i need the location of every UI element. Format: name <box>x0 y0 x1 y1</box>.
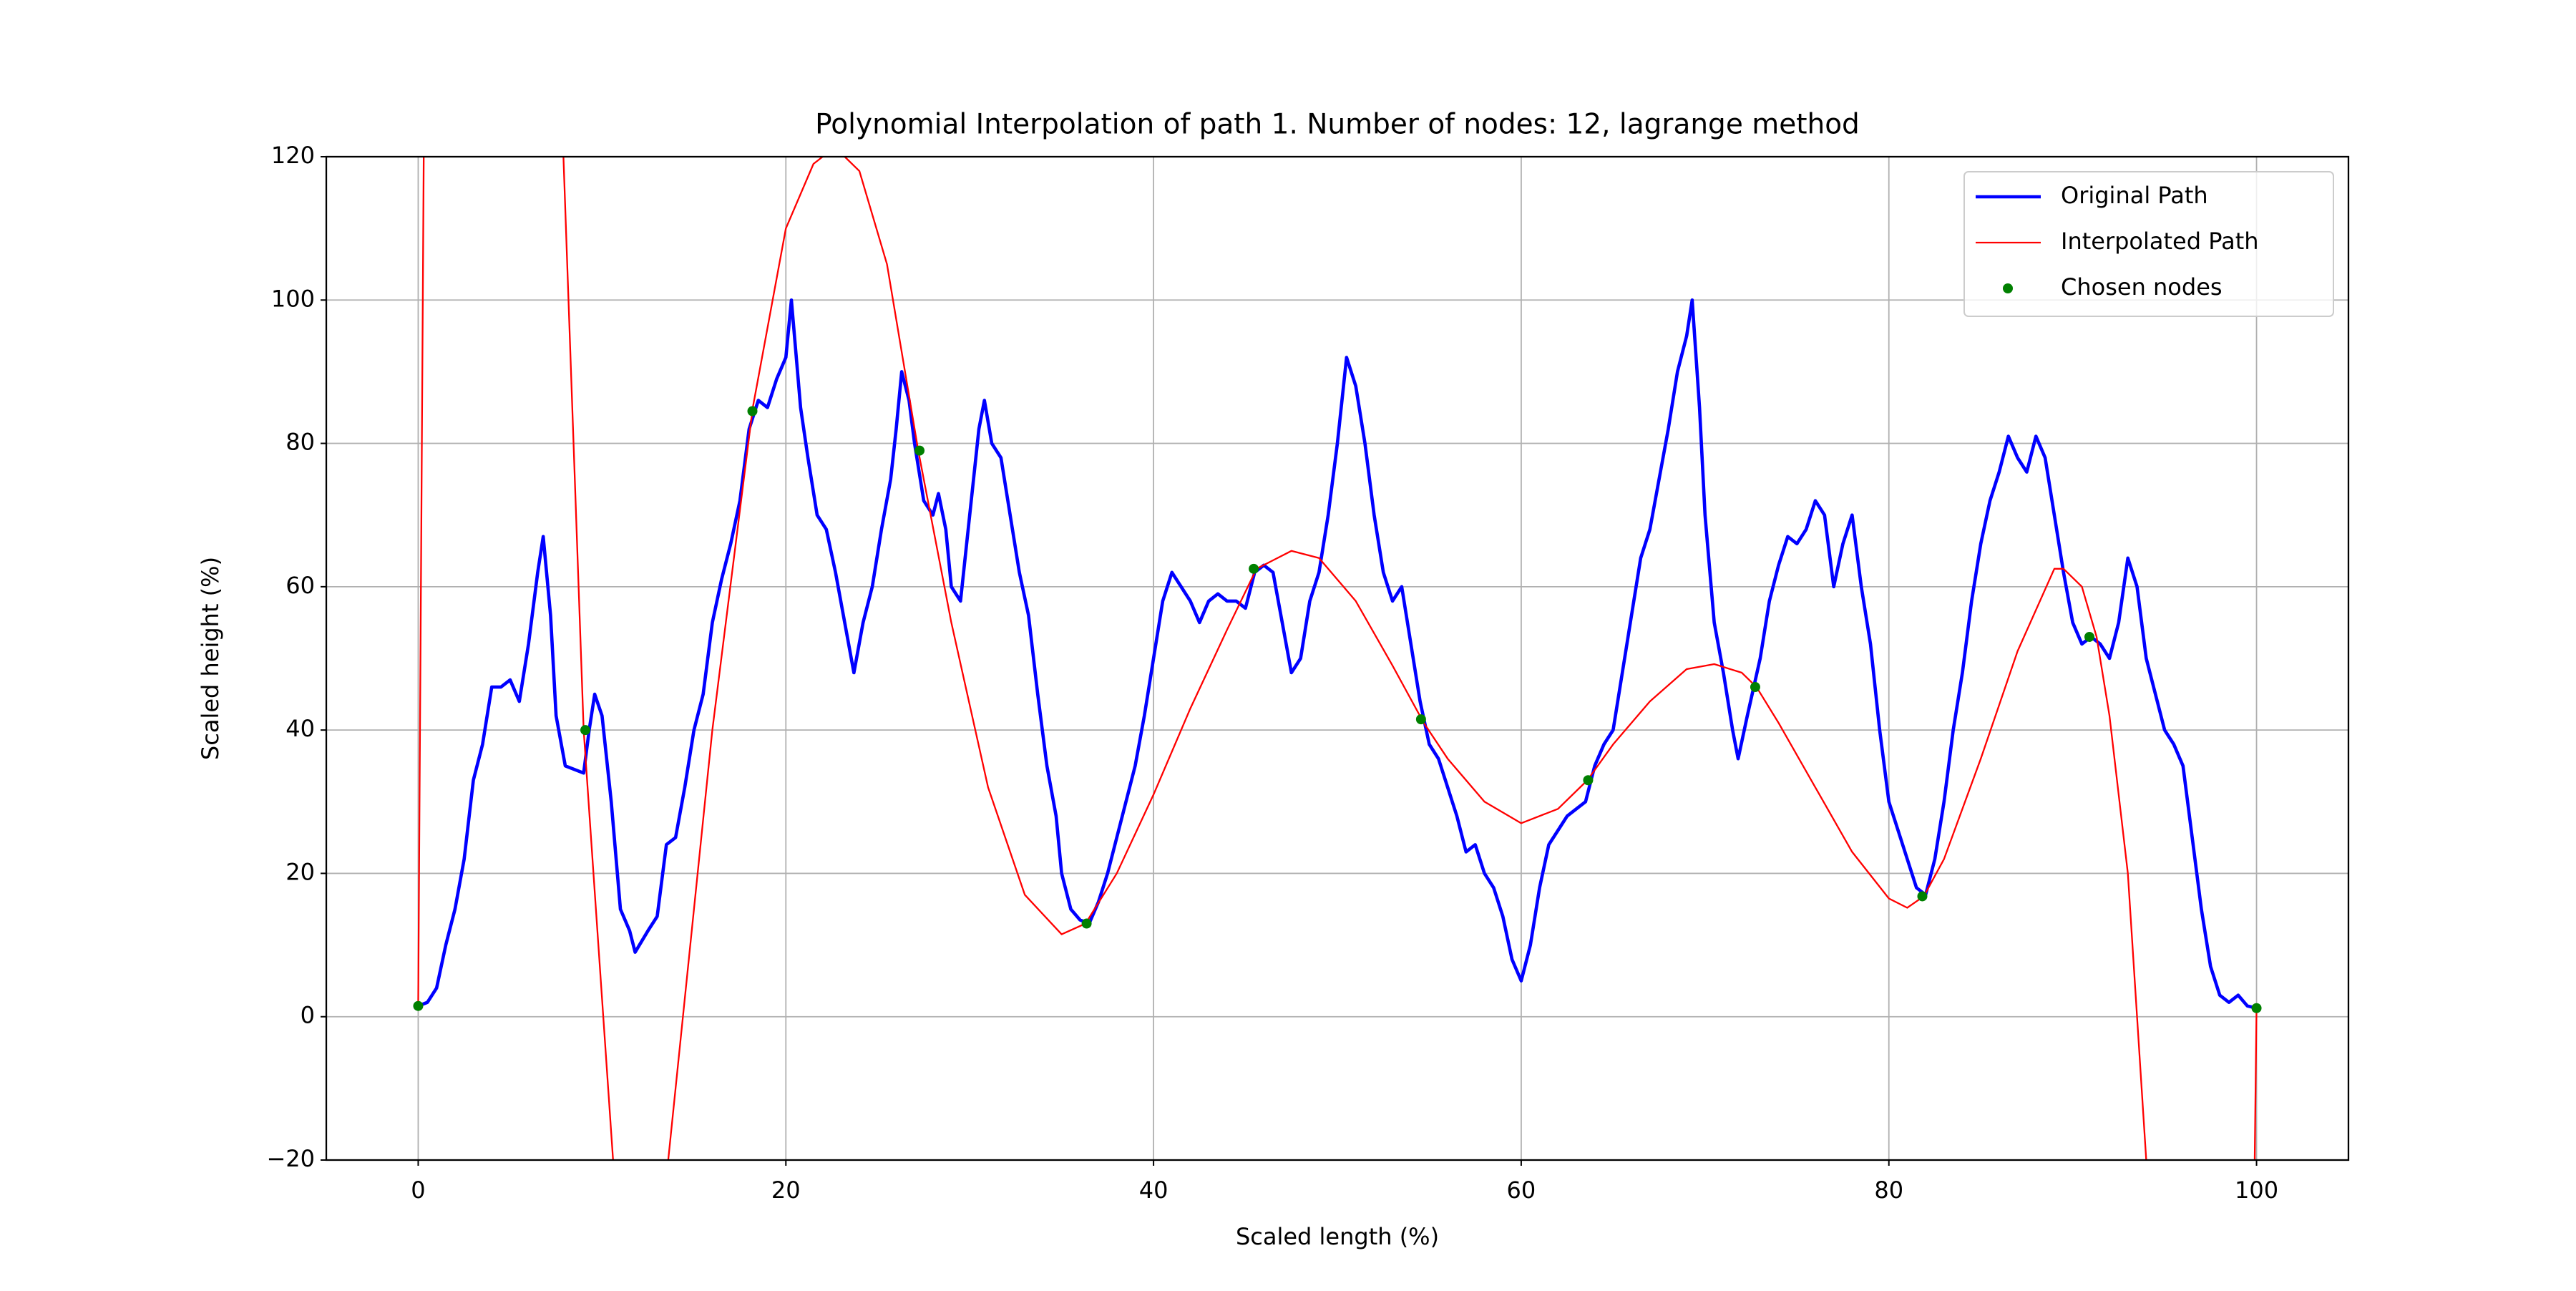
node-point <box>2084 631 2095 642</box>
y-tick-label: 20 <box>286 858 315 885</box>
y-tick-label: 0 <box>301 1002 315 1029</box>
node-point <box>914 445 925 456</box>
node-point <box>1081 918 1092 929</box>
y-tick-label: 80 <box>286 429 315 456</box>
plot-area <box>413 157 2262 1160</box>
x-tick-label: 20 <box>771 1176 801 1204</box>
y-tick-label: −20 <box>266 1145 315 1172</box>
series-line <box>417 298 2258 1010</box>
y-tick-label: 120 <box>271 142 315 169</box>
y-tick-label: 100 <box>271 285 315 312</box>
legend-label: Original Path <box>2061 182 2208 209</box>
x-tick-label: 40 <box>1139 1176 1169 1204</box>
node-point <box>413 1000 424 1011</box>
legend-label: Chosen nodes <box>2061 273 2223 301</box>
axes-frame <box>325 155 2350 1161</box>
y-axis-label: Scaled height (%) <box>197 557 224 760</box>
node-point <box>1583 775 1594 786</box>
chart-title: Polynomial Interpolation of path 1. Numb… <box>815 109 1860 141</box>
legend-label: Interpolated Path <box>2061 228 2259 255</box>
x-axis-label: Scaled length (%) <box>1236 1223 1439 1250</box>
legend-box <box>1963 171 2334 317</box>
node-point <box>1249 563 1259 574</box>
x-tick-label: 0 <box>411 1176 425 1204</box>
ticks: 0 20 40 60 80 100 −20 0 20 40 60 80 100 120 <box>266 142 2278 1204</box>
x-tick-label: 100 <box>2235 1176 2278 1204</box>
legend-swatch <box>2003 283 2013 293</box>
node-point <box>2251 1003 2262 1013</box>
y-tick-label: 40 <box>286 715 315 742</box>
node-point <box>747 406 758 416</box>
x-tick-label: 60 <box>1507 1176 1536 1204</box>
y-tick-label: 60 <box>286 572 315 599</box>
legend: Original Path Interpolated Path Chosen nod… <box>1963 171 2334 317</box>
node-point <box>1750 682 1760 693</box>
node-point <box>1917 891 1928 902</box>
node-point <box>1415 714 1426 725</box>
node-point <box>580 725 590 736</box>
x-tick-label: 80 <box>1874 1176 1903 1204</box>
